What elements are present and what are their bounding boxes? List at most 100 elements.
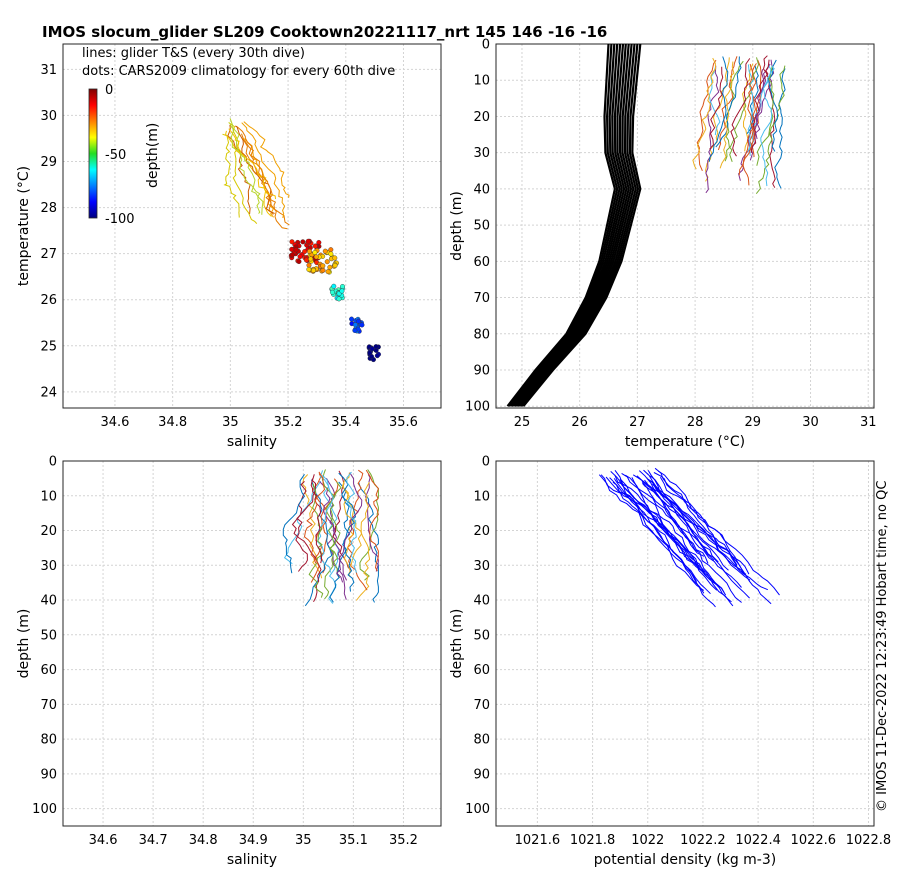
dens_depth-ylabel: depth (m) <box>449 609 465 679</box>
dens_depth-ytick-label-5: 50 <box>473 628 490 643</box>
temp-glider-profile-18 <box>724 57 760 162</box>
ts-ytick-label-5: 29 <box>40 155 57 170</box>
ts-ytick-label-3: 27 <box>40 247 57 262</box>
sal_depth-ylabel: depth (m) <box>16 609 32 679</box>
ts-climatology-dot <box>373 344 379 350</box>
sal-glider-profile-2 <box>302 474 323 579</box>
temp-climatology-profile-11 <box>522 43 642 407</box>
dens_depth-xtick-label-2: 1022 <box>631 833 664 848</box>
ts-xtick-label-3: 35.2 <box>274 415 303 430</box>
ts-climatology-dot <box>340 283 346 289</box>
ts-xtick-label-5: 35.6 <box>389 415 418 430</box>
ts-climatology-dot <box>369 354 375 360</box>
ts-ytick-label-0: 24 <box>40 385 57 400</box>
temp_depth-ytick-label-10: 100 <box>465 400 490 415</box>
sal_depth-ytick-label-6: 60 <box>40 663 57 678</box>
dens_depth-axes-box <box>495 460 875 827</box>
temp-glider-profile-11 <box>755 65 786 195</box>
dens_depth-ytick-label-0: 0 <box>482 455 490 470</box>
temp-climatology-profile-10 <box>521 43 640 407</box>
dens_depth-xtick-label-6: 1022.8 <box>846 833 892 848</box>
temp_depth-ytick-label-0: 0 <box>482 38 490 53</box>
temp-climatology-profile-3 <box>511 43 623 407</box>
ts-climatology-dot <box>306 262 312 268</box>
sal_depth-xtick-label-1: 34.7 <box>139 833 168 848</box>
ts-climatology-dot <box>300 239 306 245</box>
density-glider-profile-26 <box>638 470 742 603</box>
ts-climatology-dot <box>329 289 335 295</box>
density-glider-profile-22 <box>646 478 745 575</box>
temp-climatology-profile-6 <box>515 43 630 407</box>
dens_depth-xtick-label-5: 1022.6 <box>791 833 837 848</box>
ts-glider-line-11 <box>229 118 264 215</box>
ts-glider-line-5 <box>229 122 261 214</box>
dens_depth-ytick-label-9: 90 <box>473 767 490 782</box>
sal_depth-xtick-label-0: 34.6 <box>89 833 118 848</box>
sal-glider-profile-19 <box>316 474 334 573</box>
timestamp-note: © IMOS 11-Dec-2022 12:23:49 Hobart time,… <box>875 481 890 812</box>
temp-glider-profile-29 <box>738 63 755 176</box>
ts-climatology-dot <box>324 259 330 265</box>
ts-climatology-dot <box>322 248 328 254</box>
temperature-depth-panel: 25 26 27 28 29 30 31 0 10 20 30 40 50 60 70 80 90 100 temp… <box>449 38 877 451</box>
temp-glider-profile-25 <box>756 65 775 166</box>
temp-glider-profile-28 <box>708 56 729 162</box>
sal_depth-ytick-label-3: 30 <box>40 559 57 574</box>
colorbar-label: depth(m) <box>145 123 161 188</box>
temp-climatology-profile-1 <box>508 43 619 407</box>
ts-climatology-dot <box>332 262 338 268</box>
ts-climatology-dot <box>308 256 314 262</box>
ts-ytick-label-1: 25 <box>40 339 57 354</box>
dens_depth-ytick-label-2: 20 <box>473 524 490 539</box>
sal-glider-profile-9 <box>342 482 371 601</box>
temp-glider-profile-14 <box>715 56 742 148</box>
sal_depth-xtick-label-4: 35 <box>295 833 312 848</box>
temp_depth-ytick-label-1: 10 <box>473 74 490 89</box>
ts-ytick-label-4: 28 <box>40 201 57 216</box>
temp-climatology-profile-7 <box>516 43 633 407</box>
ts-climatology-dot <box>352 322 358 328</box>
density-glider-profile-29 <box>647 478 742 568</box>
temp-glider-profile-16 <box>719 61 735 169</box>
sal-glider-profile-10 <box>365 474 379 572</box>
ts-climatology-dot <box>306 266 312 272</box>
temp-glider-profile-24 <box>755 69 765 140</box>
sal-glider-profile-27 <box>310 478 323 564</box>
sal_depth-ytick-label-8: 80 <box>40 733 57 748</box>
ts-xtick-label-1: 34.8 <box>158 415 187 430</box>
temp-climatology-profile-2 <box>509 43 621 407</box>
ts-ytick-label-7: 31 <box>40 63 57 78</box>
density-depth-panel: 1021.6 1021.8 1022 1022.2 1022.4 1022.6 1022.8… <box>449 455 891 869</box>
figure-title: IMOS slocum_glider SL209 Cooktown2022111… <box>42 23 607 41</box>
ts-climatology-dot <box>355 318 361 324</box>
colorbar-tick-100: -100 <box>105 212 135 227</box>
dens_depth-ytick-label-7: 70 <box>473 698 490 713</box>
ts-glider-line-7 <box>243 121 290 198</box>
sal_depth-ytick-label-2: 20 <box>40 524 57 539</box>
ts-climatology-dot <box>289 239 295 245</box>
ts-climatology-dot <box>328 247 334 253</box>
density-glider-profile-10 <box>657 470 772 605</box>
ts-climatology-dot <box>339 288 345 294</box>
temp_depth-xtick-label-2: 27 <box>629 415 646 430</box>
colorbar-gradient <box>88 88 98 219</box>
dens_depth-xtick-label-1: 1021.8 <box>570 833 616 848</box>
sal-glider-profile-13 <box>295 481 308 572</box>
ts-ylabel: temperature (°C) <box>16 166 32 286</box>
temp_depth-xtick-label-3: 28 <box>687 415 704 430</box>
ts-glider-line-4 <box>228 128 272 217</box>
ts-glider-line-3 <box>227 124 251 214</box>
density-glider-profile-23 <box>613 478 711 595</box>
temp-climatology-profile-4 <box>512 43 626 407</box>
temp_depth-ytick-label-9: 90 <box>473 363 490 378</box>
sal_depth-ytick-label-7: 70 <box>40 698 57 713</box>
temp-glider-profile-2 <box>742 63 754 152</box>
ts-climatology-dot <box>311 267 317 273</box>
sal-glider-profile-26 <box>346 471 357 573</box>
density-glider-profile-16 <box>614 474 718 586</box>
dens_depth-ytick-label-6: 60 <box>473 663 490 678</box>
sal-glider-profile-23 <box>350 482 370 567</box>
temp-glider-profile-9 <box>705 57 730 182</box>
temp_depth-ytick-label-2: 20 <box>473 110 490 125</box>
ts-climatology-dot <box>332 255 338 261</box>
